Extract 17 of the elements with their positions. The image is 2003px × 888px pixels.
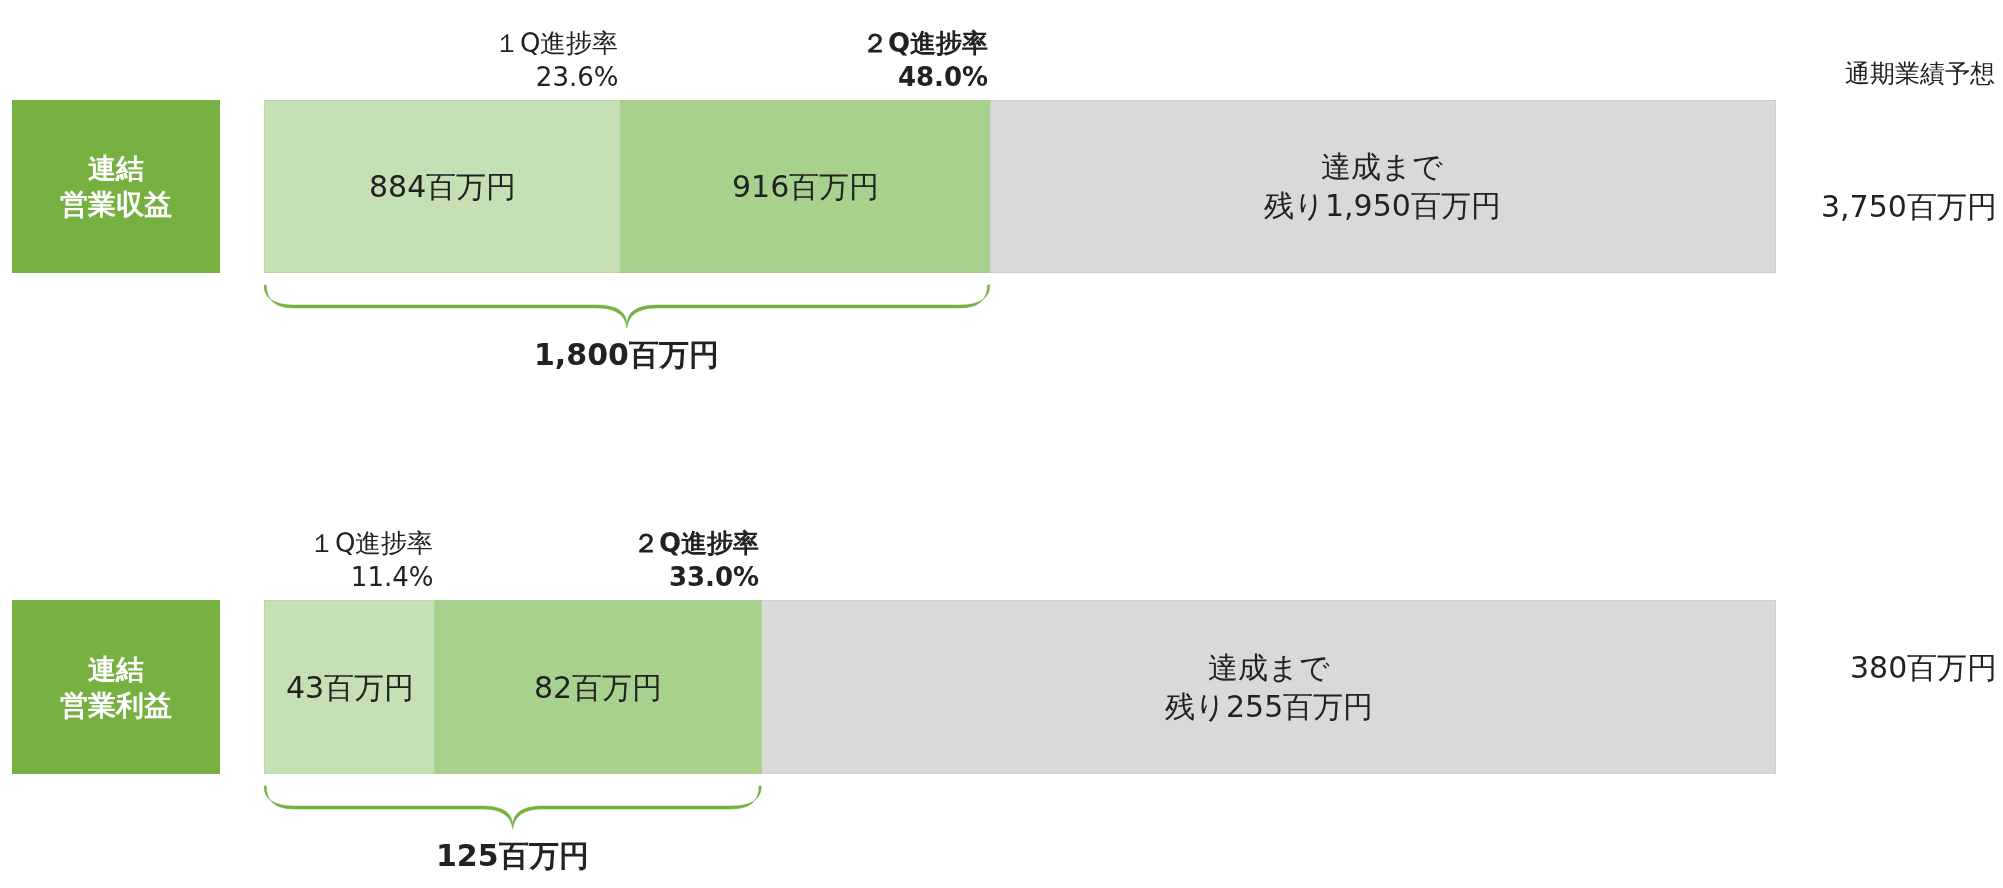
text: 通期業績予想 [1845, 59, 1995, 88]
y-tick-label: 連結営業利益 [60, 653, 172, 723]
text: ２Q進捗率 33.0% [633, 528, 760, 592]
text: 380百万円 [1850, 650, 1998, 685]
text: 125百万円 [436, 838, 589, 873]
text: １Q進捗率 11.4% [309, 528, 434, 592]
data-label: 916百万円 [732, 169, 880, 204]
text: 1,800百万円 [534, 337, 719, 372]
data-label: 82百万円 [534, 670, 663, 705]
data-label: 達成まで残り255百万円 [1165, 650, 1374, 724]
text: ２Q進捗率 48.0% [862, 28, 989, 92]
text: 3,750百万円 [1821, 189, 1997, 224]
data-label: 43百万円 [286, 670, 415, 705]
data-label: 884百万円 [369, 169, 517, 204]
y-tick-label: 連結営業収益 [60, 152, 172, 222]
text: １Q進捗率 23.6% [494, 28, 619, 92]
data-label: 達成まで残り1,950百万円 [1264, 149, 1501, 223]
